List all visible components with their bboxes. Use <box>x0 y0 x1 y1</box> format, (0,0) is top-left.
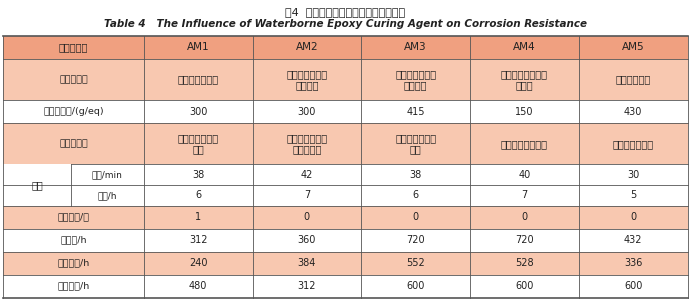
Bar <box>3 206 688 229</box>
Text: 0: 0 <box>304 212 310 222</box>
Text: 水性胺类固化剂: 水性胺类固化剂 <box>613 139 654 149</box>
Text: 300: 300 <box>298 107 316 117</box>
Text: 时间: 时间 <box>31 180 43 190</box>
Text: 淡黄色粘稠半透明
树脂状: 淡黄色粘稠半透明 树脂状 <box>501 69 548 90</box>
Text: 312: 312 <box>189 235 207 245</box>
Text: 720: 720 <box>515 235 533 245</box>
Text: 7: 7 <box>521 190 527 200</box>
Text: 600: 600 <box>406 281 425 291</box>
Text: AM5: AM5 <box>622 42 645 52</box>
Text: 改性聚酰胺类固
化剂: 改性聚酰胺类固 化剂 <box>178 133 219 155</box>
Text: 耐盐雾性/h: 耐盐雾性/h <box>57 259 90 268</box>
Text: 0: 0 <box>630 212 636 222</box>
Bar <box>3 164 688 185</box>
Text: 1: 1 <box>195 212 201 222</box>
Text: 528: 528 <box>515 258 533 268</box>
Bar <box>3 185 688 206</box>
Text: 固化剂外观: 固化剂外观 <box>59 75 88 84</box>
Text: 40: 40 <box>518 170 531 180</box>
Text: 600: 600 <box>515 281 533 291</box>
Text: 固化剂编号: 固化剂编号 <box>59 42 88 52</box>
Text: 表干/min: 表干/min <box>92 170 123 179</box>
Text: 6: 6 <box>195 190 201 200</box>
Bar <box>3 251 688 274</box>
Text: 白色偏黄乳液状: 白色偏黄乳液状 <box>178 74 219 85</box>
Text: 耐湿热性/h: 耐湿热性/h <box>57 282 90 291</box>
Text: 白色偏黄乳液: 白色偏黄乳液 <box>616 74 651 85</box>
Bar <box>3 100 688 123</box>
Text: 432: 432 <box>624 235 643 245</box>
Text: 5: 5 <box>630 190 636 200</box>
Text: 活泼氢当量/(g/eq): 活泼氢当量/(g/eq) <box>44 107 104 116</box>
Text: 38: 38 <box>410 170 422 180</box>
Text: 6: 6 <box>413 190 419 200</box>
Text: AM1: AM1 <box>187 42 209 52</box>
Text: 150: 150 <box>515 107 533 117</box>
Text: 淡黄色粘稠半透
明树脂状: 淡黄色粘稠半透 明树脂状 <box>286 69 328 90</box>
Text: 耐水性/h: 耐水性/h <box>60 236 87 245</box>
Text: 划格试验/级: 划格试验/级 <box>57 213 90 222</box>
Text: 480: 480 <box>189 281 207 291</box>
Text: 552: 552 <box>406 258 425 268</box>
Text: 水性聚酰胺类固
化剂: 水性聚酰胺类固 化剂 <box>395 133 436 155</box>
Text: 384: 384 <box>298 258 316 268</box>
Bar <box>3 274 688 298</box>
Text: 312: 312 <box>298 281 316 291</box>
Bar <box>3 123 688 164</box>
Text: 表4  水性环氧固化剂对防腐性能的影响: 表4 水性环氧固化剂对防腐性能的影响 <box>285 7 406 16</box>
Text: 415: 415 <box>406 107 425 117</box>
Text: 多元胺与环氧树
脂的加成物: 多元胺与环氧树 脂的加成物 <box>286 133 328 155</box>
Text: AM2: AM2 <box>296 42 319 52</box>
Text: 42: 42 <box>301 170 313 180</box>
Text: 430: 430 <box>624 107 643 117</box>
Text: 600: 600 <box>624 281 643 291</box>
Text: 淡黄色粘稠半透
明树脂状: 淡黄色粘稠半透 明树脂状 <box>395 69 436 90</box>
Text: 实干/h: 实干/h <box>97 191 117 200</box>
Text: 30: 30 <box>627 170 639 180</box>
Text: 300: 300 <box>189 107 207 117</box>
Text: 0: 0 <box>413 212 419 222</box>
Text: 0: 0 <box>521 212 527 222</box>
Text: 38: 38 <box>192 170 205 180</box>
Bar <box>3 36 688 59</box>
Bar <box>3 59 688 100</box>
Text: 水性多元胺改性物: 水性多元胺改性物 <box>501 139 548 149</box>
Text: 固化剂种类: 固化剂种类 <box>59 139 88 148</box>
Text: 7: 7 <box>304 190 310 200</box>
Text: 336: 336 <box>624 258 643 268</box>
Text: 360: 360 <box>298 235 316 245</box>
Text: AM4: AM4 <box>513 42 536 52</box>
Text: 720: 720 <box>406 235 425 245</box>
Text: Table 4   The Influence of Waterborne Epoxy Curing Agent on Corrosion Resistance: Table 4 The Influence of Waterborne Epox… <box>104 19 587 29</box>
Text: 240: 240 <box>189 258 207 268</box>
Text: AM3: AM3 <box>404 42 427 52</box>
Bar <box>3 229 688 251</box>
